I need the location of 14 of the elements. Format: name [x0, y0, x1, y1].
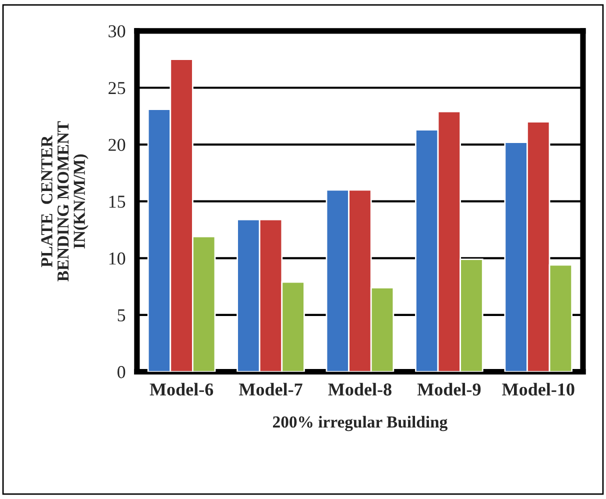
x-tick-label: Model-7: [238, 382, 302, 396]
y-tick-label: 20: [108, 138, 126, 151]
x-tick-label: Model-8: [328, 382, 392, 396]
y-tick-label: 5: [118, 309, 126, 322]
x-axis-title: 200% irregular Building: [272, 416, 448, 432]
y-tick-label: 15: [109, 196, 126, 208]
y-tick-label: 10: [109, 252, 126, 265]
y-tick-label: 0: [118, 366, 126, 378]
x-tick-label: Model-6: [150, 382, 214, 396]
y-tick-label: 25: [108, 82, 126, 94]
x-tick-label: Model-10: [502, 382, 574, 396]
y-axis-title: PLATE CENTER BENDING MOMENT IN(KN/M/M): [41, 121, 88, 282]
y-tick-label: 30: [108, 25, 126, 38]
x-tick-label: Model-9: [417, 382, 481, 396]
